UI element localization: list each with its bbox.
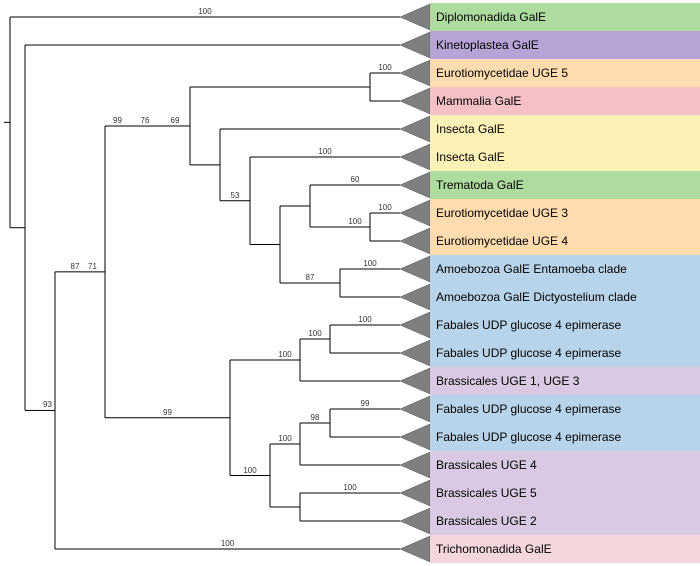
taxon-label: Amoebozoa GalE Dictyostelium clade <box>430 283 700 311</box>
bootstrap-label: 87 <box>71 262 80 271</box>
taxon-label: Fabales UDP glucose 4 epimerase <box>430 339 700 367</box>
taxon-label: Kinetoplastea GalE <box>430 31 700 59</box>
bootstrap-label: 100 <box>278 350 291 359</box>
taxon-label: Brassicales UGE 4 <box>430 451 700 479</box>
collapsed-clade-icon <box>400 228 430 254</box>
taxon-label: Insecta GalE <box>430 143 700 171</box>
bootstrap-label: 100 <box>358 315 371 324</box>
bootstrap-label: 100 <box>378 203 391 212</box>
phylo-tree-container: Diplomonadida GalEKinetoplastea GalEEuro… <box>0 0 700 566</box>
collapsed-clade-icon <box>400 200 430 226</box>
taxon-label: Fabales UDP glucose 4 epimerase <box>430 311 700 339</box>
bootstrap-label: 99 <box>361 399 370 408</box>
collapsed-clade-icon <box>400 536 430 562</box>
bootstrap-label: 100 <box>278 434 291 443</box>
bootstrap-label: 93 <box>43 400 52 409</box>
bootstrap-label: 60 <box>351 175 360 184</box>
collapsed-clade-icon <box>400 172 430 198</box>
collapsed-clade-icon <box>400 256 430 282</box>
collapsed-clade-icon <box>400 424 430 450</box>
bootstrap-label: 100 <box>343 483 356 492</box>
taxon-label: Brassicales UGE 2 <box>430 507 700 535</box>
taxon-label: Amoebozoa GalE Entamoeba clade <box>430 255 700 283</box>
taxon-label: Fabales UDP glucose 4 epimerase <box>430 395 700 423</box>
taxa-label-area: Diplomonadida GalEKinetoplastea GalEEuro… <box>430 0 700 566</box>
taxon-label: Trichomonadida GalE <box>430 535 700 563</box>
taxon-label: Eurotiomycetidae UGE 4 <box>430 227 700 255</box>
bootstrap-label: 100 <box>318 147 331 156</box>
collapsed-clade-icon <box>400 4 430 30</box>
bootstrap-label: 99 <box>113 116 122 125</box>
bootstrap-label: 53 <box>231 191 240 200</box>
taxon-label: Brassicales UGE 1, UGE 3 <box>430 367 700 395</box>
collapsed-clade-icon <box>400 88 430 114</box>
collapsed-clade-icon <box>400 312 430 338</box>
collapsed-clade-icon <box>400 116 430 142</box>
taxon-label: Eurotiomycetidae UGE 5 <box>430 59 700 87</box>
bootstrap-label: 99 <box>163 408 172 417</box>
collapsed-clade-icon <box>400 480 430 506</box>
taxon-label: Trematoda GalE <box>430 171 700 199</box>
taxon-label: Mammalia GalE <box>430 87 700 115</box>
taxon-label: Brassicales UGE 5 <box>430 479 700 507</box>
collapsed-clade-icon <box>400 60 430 86</box>
collapsed-clade-icon <box>400 32 430 58</box>
bootstrap-label: 87 <box>306 273 315 282</box>
bootstrap-label: 100 <box>221 539 234 548</box>
collapsed-clade-icon <box>400 340 430 366</box>
collapsed-clade-icon <box>400 396 430 422</box>
taxon-label: Diplomonadida GalE <box>430 3 700 31</box>
taxon-label: Eurotiomycetidae UGE 3 <box>430 199 700 227</box>
bootstrap-label: 71 <box>88 262 97 271</box>
collapsed-clade-icon <box>400 144 430 170</box>
bootstrap-label: 76 <box>141 116 150 125</box>
bootstrap-label: 100 <box>308 329 321 338</box>
collapsed-clade-icon <box>400 368 430 394</box>
taxon-label: Fabales UDP glucose 4 epimerase <box>430 423 700 451</box>
bootstrap-label: 98 <box>311 413 320 422</box>
bootstrap-label: 69 <box>171 116 180 125</box>
bootstrap-label: 100 <box>348 217 361 226</box>
collapsed-clade-icon <box>400 284 430 310</box>
bootstrap-label: 100 <box>198 7 211 16</box>
collapsed-clade-icon <box>400 452 430 478</box>
tree-svg <box>0 0 430 566</box>
taxon-label: Insecta GalE <box>430 115 700 143</box>
bootstrap-label: 100 <box>363 259 376 268</box>
collapsed-clade-icon <box>400 508 430 534</box>
bootstrap-label: 100 <box>243 466 256 475</box>
bootstrap-label: 100 <box>378 63 391 72</box>
